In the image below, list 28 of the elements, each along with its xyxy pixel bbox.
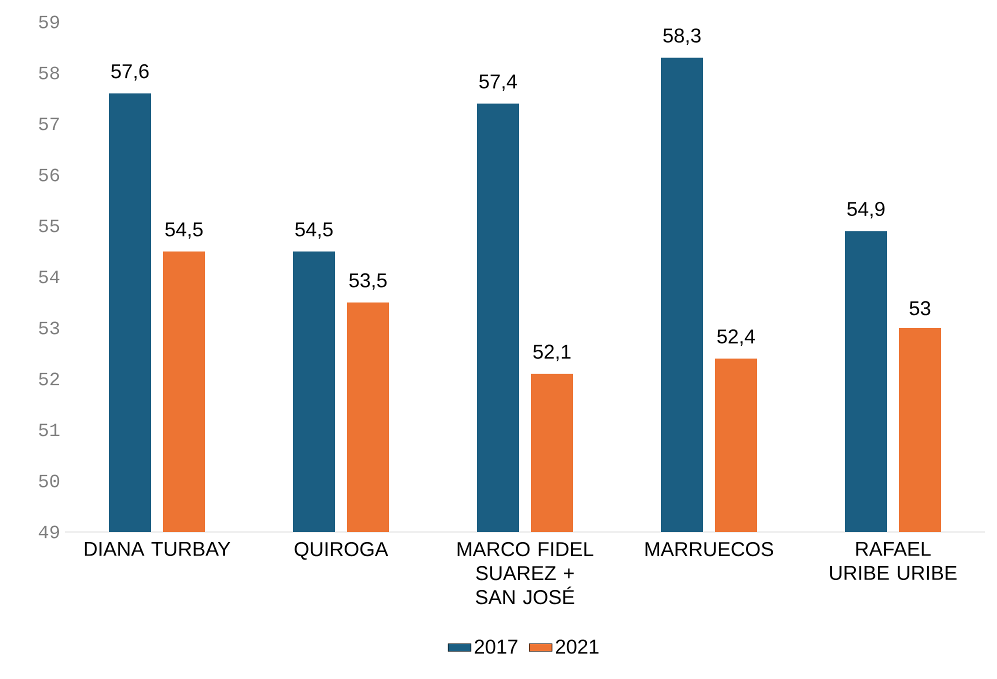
y-tick-label: 52 xyxy=(39,372,59,386)
y-tick-label: 56 xyxy=(39,168,60,182)
x-tick-label: MARCO FIDEL SUAREZ + SAN JOSÉ xyxy=(458,542,594,604)
y-tick-label: 53 xyxy=(39,322,60,334)
y-tick-label: 54 xyxy=(39,270,60,284)
y-tick-label: 59 xyxy=(39,16,59,28)
data-label: 54,9 xyxy=(847,202,884,218)
y-tick-label: 50 xyxy=(39,474,60,488)
data-label: 54,5 xyxy=(165,222,203,239)
x-tick-label: MARRUECOS xyxy=(646,542,774,556)
legend-label: 2021 xyxy=(556,640,598,654)
data-label: 57,4 xyxy=(479,74,517,91)
x-tick-label: QUIROGA xyxy=(294,542,388,560)
legend-label: 2017 xyxy=(474,640,518,654)
y-tick-label: 55 xyxy=(39,220,60,232)
data-label: 57,6 xyxy=(111,64,149,81)
data-label: 58,3 xyxy=(663,28,701,45)
data-label: 54,5 xyxy=(295,222,333,239)
y-tick-label: 49 xyxy=(38,526,59,538)
y-tick-label: 51 xyxy=(39,424,60,436)
x-tick-label: RAFAEL URIBE URIBE xyxy=(830,542,957,580)
data-label: 52,1 xyxy=(533,344,570,362)
x-tick-label: DIANA TURBAY xyxy=(84,542,230,556)
y-tick-label: 57 xyxy=(39,118,59,130)
data-label: 53 xyxy=(910,301,930,316)
data-label: 53,5 xyxy=(349,273,387,290)
y-tick-label: 58 xyxy=(39,66,60,80)
data-label: 52,4 xyxy=(717,329,755,346)
